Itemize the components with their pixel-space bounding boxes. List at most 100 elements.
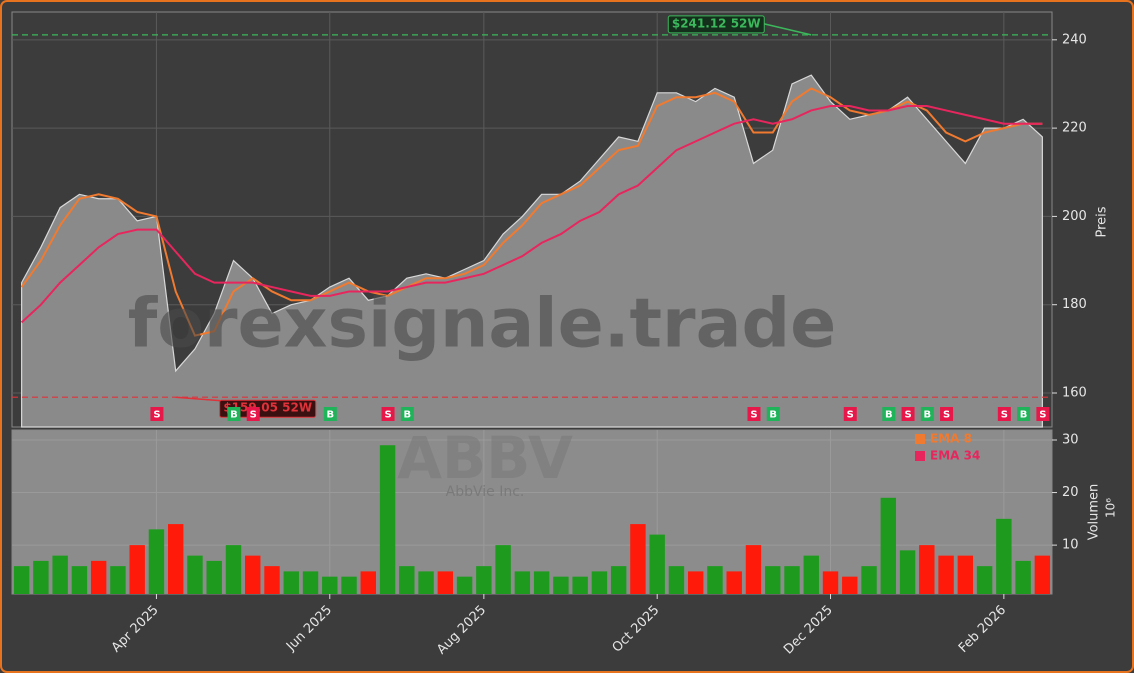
volume-bar <box>148 529 165 594</box>
signal-marker <box>400 407 414 421</box>
signal-marker <box>150 407 164 421</box>
symbol-watermark: ABBV <box>397 424 573 492</box>
volume-bar <box>822 571 839 594</box>
y-tick-label: 160 <box>1062 386 1087 401</box>
volume-bar <box>418 571 434 594</box>
volume-bar <box>245 555 261 594</box>
signal-label: S <box>943 410 950 421</box>
y2-exponent: 10⁶ <box>1104 498 1118 518</box>
y2-tick-label: 30 <box>1062 432 1079 447</box>
y2-tick-label: 10 <box>1062 538 1079 553</box>
signal-label: B <box>885 410 893 421</box>
signal-label: S <box>904 410 911 421</box>
y2-axis-label: Volumen <box>1087 484 1102 541</box>
volume-bar <box>129 545 145 594</box>
volume-bar <box>514 571 531 594</box>
volume-bar <box>168 524 184 594</box>
y-tick-label: 220 <box>1062 121 1087 136</box>
signal-label: B <box>326 410 334 421</box>
volume-bar <box>1034 555 1051 594</box>
volume-bar <box>957 555 974 594</box>
volume-bar <box>784 566 800 594</box>
y-tick-label: 200 <box>1062 209 1087 224</box>
volume-bar <box>187 555 203 594</box>
signal-marker <box>997 407 1011 421</box>
volume-bar <box>456 576 473 594</box>
low-label: $159.05 52W <box>223 401 312 415</box>
volume-bar <box>110 566 126 594</box>
signal-label: S <box>250 410 257 421</box>
volume-bar <box>899 550 916 594</box>
signal-label: B <box>1020 410 1028 421</box>
signal-marker <box>1036 407 1050 421</box>
volume-bar <box>360 571 376 594</box>
volume-bar <box>90 560 107 594</box>
volume-bar <box>553 576 569 594</box>
volume-bar <box>880 497 896 594</box>
volume-bar <box>688 571 704 594</box>
volume-bar <box>591 571 608 594</box>
volume-bar <box>476 566 492 594</box>
y-axis-label: Preis <box>1095 206 1110 237</box>
volume-bar <box>52 555 68 594</box>
volume-bar <box>283 571 299 594</box>
signal-marker <box>323 407 337 421</box>
watermark: forexsignale.trade <box>128 285 837 364</box>
company-watermark: AbbVie Inc. <box>446 484 525 500</box>
signal-marker <box>901 407 915 421</box>
volume-bar <box>649 534 665 594</box>
low-box <box>219 399 317 418</box>
volume-bar <box>745 545 762 594</box>
volume-bar <box>71 566 88 594</box>
volume-bar <box>379 445 396 594</box>
volume-bar <box>996 518 1012 594</box>
volume-bar <box>726 571 742 594</box>
signal-marker <box>843 407 857 421</box>
signal-marker <box>920 407 934 421</box>
volume-bar <box>302 571 319 594</box>
volume-bar <box>13 566 30 594</box>
volume-bar <box>861 566 877 594</box>
volume-pane <box>11 429 1053 595</box>
volume-bar <box>938 555 954 594</box>
signal-label: S <box>750 410 757 421</box>
legend-label: EMA 34 <box>930 449 980 463</box>
volume-bar <box>707 566 723 594</box>
volume-bar <box>33 560 49 594</box>
volume-bar <box>341 576 357 594</box>
volume-bar <box>225 545 242 594</box>
volume-bar <box>976 566 993 594</box>
signal-label: S <box>384 410 391 421</box>
signal-marker <box>766 407 780 421</box>
signal-marker <box>940 407 954 421</box>
volume-bar <box>1015 560 1031 594</box>
volume-bar <box>437 571 454 594</box>
high-arrow <box>764 23 812 36</box>
signal-marker <box>747 407 761 421</box>
signal-label: B <box>404 410 412 421</box>
volume-bar <box>610 566 627 594</box>
signal-marker <box>227 407 241 421</box>
signal-label: B <box>924 410 932 421</box>
signal-label: S <box>153 410 160 421</box>
high-box <box>667 15 765 34</box>
volume-bar <box>572 576 588 594</box>
y-tick-label: 240 <box>1062 32 1087 47</box>
volume-bar <box>630 524 646 594</box>
legend-label: EMA 8 <box>930 432 972 446</box>
volume-bar <box>919 545 935 594</box>
high-label: $241.12 52W <box>672 16 761 30</box>
volume-bar <box>495 545 511 594</box>
signal-marker <box>381 407 395 421</box>
signal-marker <box>1017 407 1031 421</box>
legend-swatch <box>915 434 925 444</box>
ema-line <box>20 105 1043 324</box>
signal-label: S <box>1039 410 1046 421</box>
volume-bar <box>765 566 781 594</box>
signal-label: B <box>230 410 238 421</box>
volume-bar <box>322 576 338 594</box>
signal-marker <box>882 407 896 421</box>
volume-bar <box>803 555 819 594</box>
signal-label: B <box>769 410 777 421</box>
